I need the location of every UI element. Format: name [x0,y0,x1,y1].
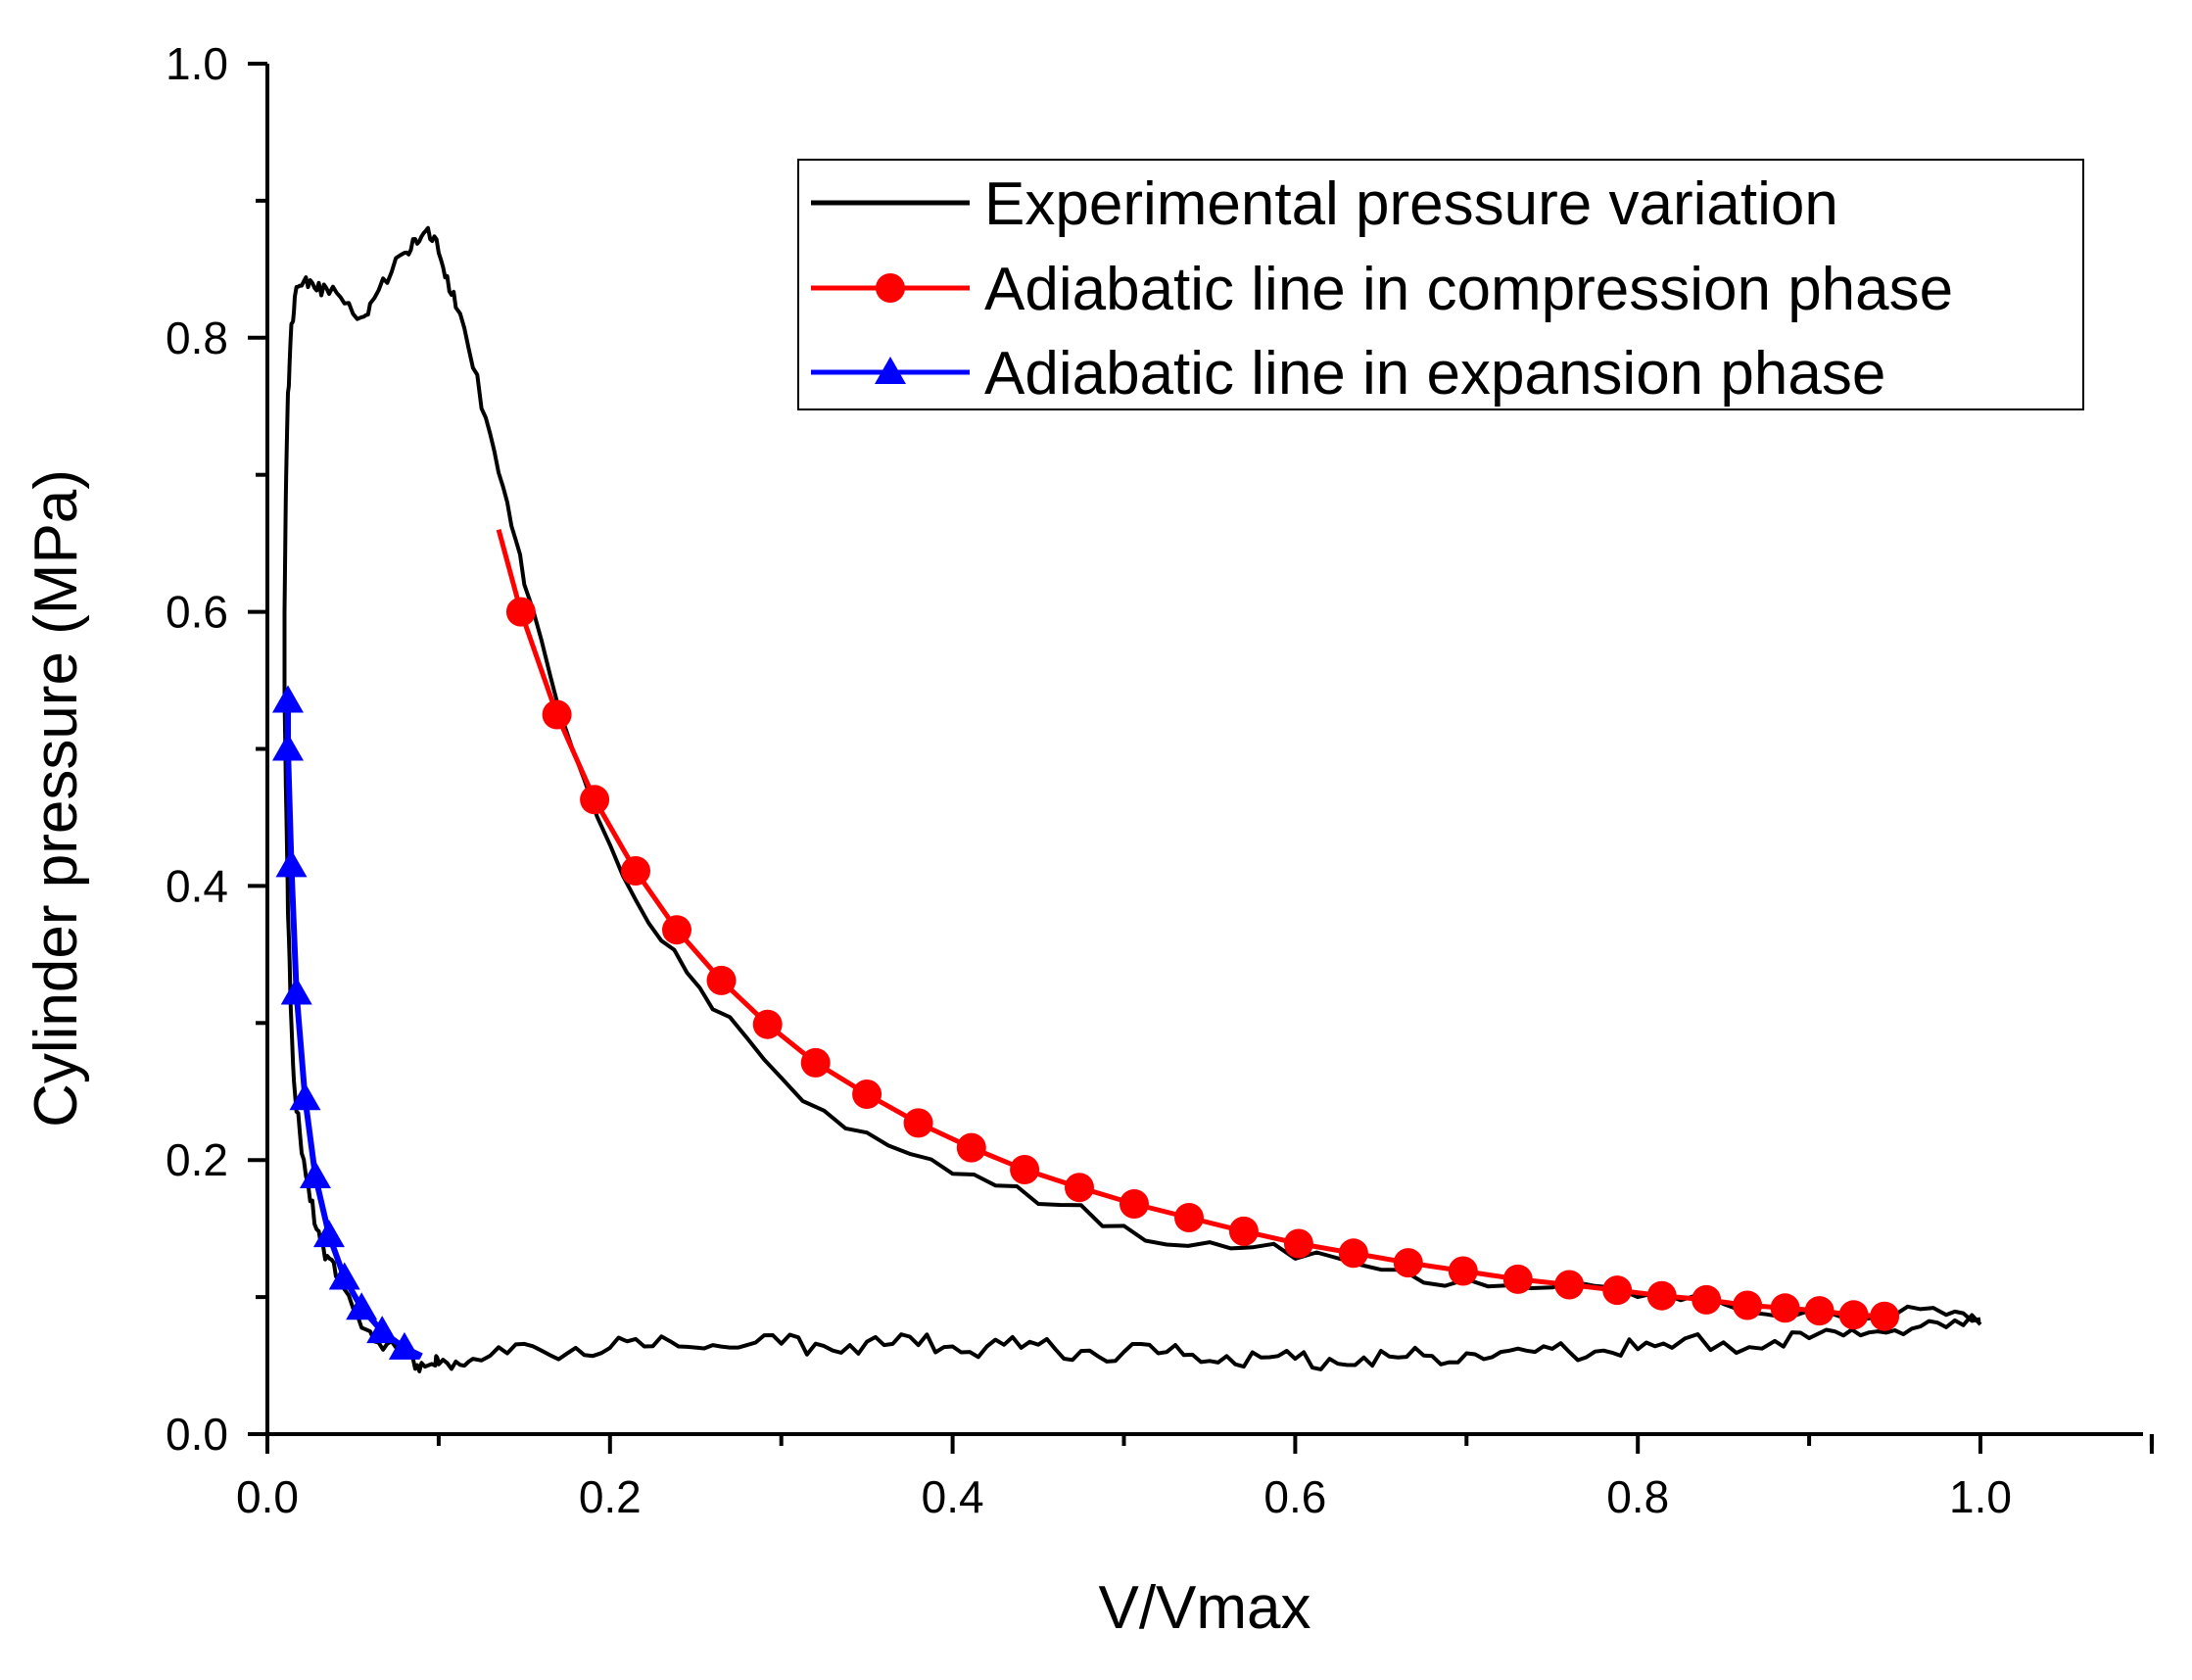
legend-label-compression: Adiabatic line in compression phase [984,256,1953,323]
compression-point [1228,1216,1259,1246]
compression-point [1065,1173,1094,1203]
compression-point [1646,1280,1677,1311]
compression-point [1174,1203,1204,1232]
x-tick-label: 1.0 [1949,1471,2012,1522]
compression-point [662,915,691,945]
y-axis-title: Cylinder pressure (MPa) [23,469,90,1128]
compression-point [1393,1248,1423,1278]
compression-point [621,856,650,886]
y-tick-label: 0.2 [166,1134,228,1185]
expansion-adiabatic-line [285,700,423,1359]
x-tick-label: 0.6 [1263,1471,1326,1522]
legend: Experimental pressure variation Adiabati… [797,159,2084,410]
plot-series [271,225,1982,1373]
legend-label-expansion: Adiabatic line in expansion phase [984,340,1885,408]
compression-point [1010,1155,1040,1184]
y-tick-label: 0.6 [166,587,228,638]
compression-point [1338,1238,1368,1269]
expansion-point [328,1262,360,1290]
compression-point [1692,1284,1722,1315]
legend-label-experimental: Experimental pressure variation [984,170,1838,238]
expansion-point [312,1220,345,1248]
x-tick-label: 0.8 [1606,1471,1669,1522]
compression-point [1602,1275,1633,1306]
y-tick-label: 0.0 [166,1409,228,1460]
compression-point [505,597,536,627]
compression-point [706,965,737,995]
legend-swatch-red-circle-marker [876,273,905,303]
compression-point [1804,1296,1835,1326]
expansion-point [289,1082,321,1111]
expansion-point [271,733,304,761]
x-tick-label: 0.2 [579,1471,642,1522]
legend-item-experimental: Experimental pressure variation [811,170,1838,238]
x-axis-title: V/Vmax [1098,1574,1310,1642]
expansion-point [346,1292,378,1320]
compression-point [1870,1301,1900,1331]
expansion-point [275,849,308,878]
compression-point [800,1047,831,1078]
compression-point [903,1108,933,1138]
compression-point [752,1009,783,1039]
x-tick-label: 0.4 [922,1471,984,1522]
expansion-point [299,1160,331,1188]
compression-point [580,785,610,815]
compression-point [956,1132,986,1163]
compression-point [1733,1290,1763,1320]
x-axis-ticks: 0.0 0.2 0.4 0.6 0.8 1.0 [236,1434,2154,1522]
legend-box [797,159,2084,410]
compression-point [542,699,572,730]
compression-point [1283,1228,1313,1259]
x-tick-label: 0.0 [236,1471,299,1522]
y-tick-label: 0.4 [166,860,228,911]
expansion-point [366,1316,399,1344]
legend-swatch-blue-triangle-marker [875,357,906,384]
legend-item-compression: Adiabatic line in compression phase [811,256,1953,323]
compression-point [1502,1264,1533,1294]
y-axis-ticks: 0.0 0.2 0.4 0.6 0.8 1.0 [166,38,267,1460]
compression-point [1770,1293,1800,1323]
expansion-point [388,1331,420,1360]
compression-point [1120,1189,1149,1219]
compression-point [1838,1300,1869,1330]
y-tick-label: 1.0 [166,38,228,89]
compression-point [1554,1270,1585,1300]
legend-item-expansion: Adiabatic line in expansion phase [811,340,1885,408]
experimental-pressure-line [282,225,1982,1373]
y-tick-label: 0.8 [166,312,228,363]
compression-point [1448,1256,1478,1286]
compression-adiabatic-line [496,529,1885,1320]
expansion-point [271,685,304,713]
compression-point [852,1080,882,1109]
expansion-point [280,977,312,1005]
